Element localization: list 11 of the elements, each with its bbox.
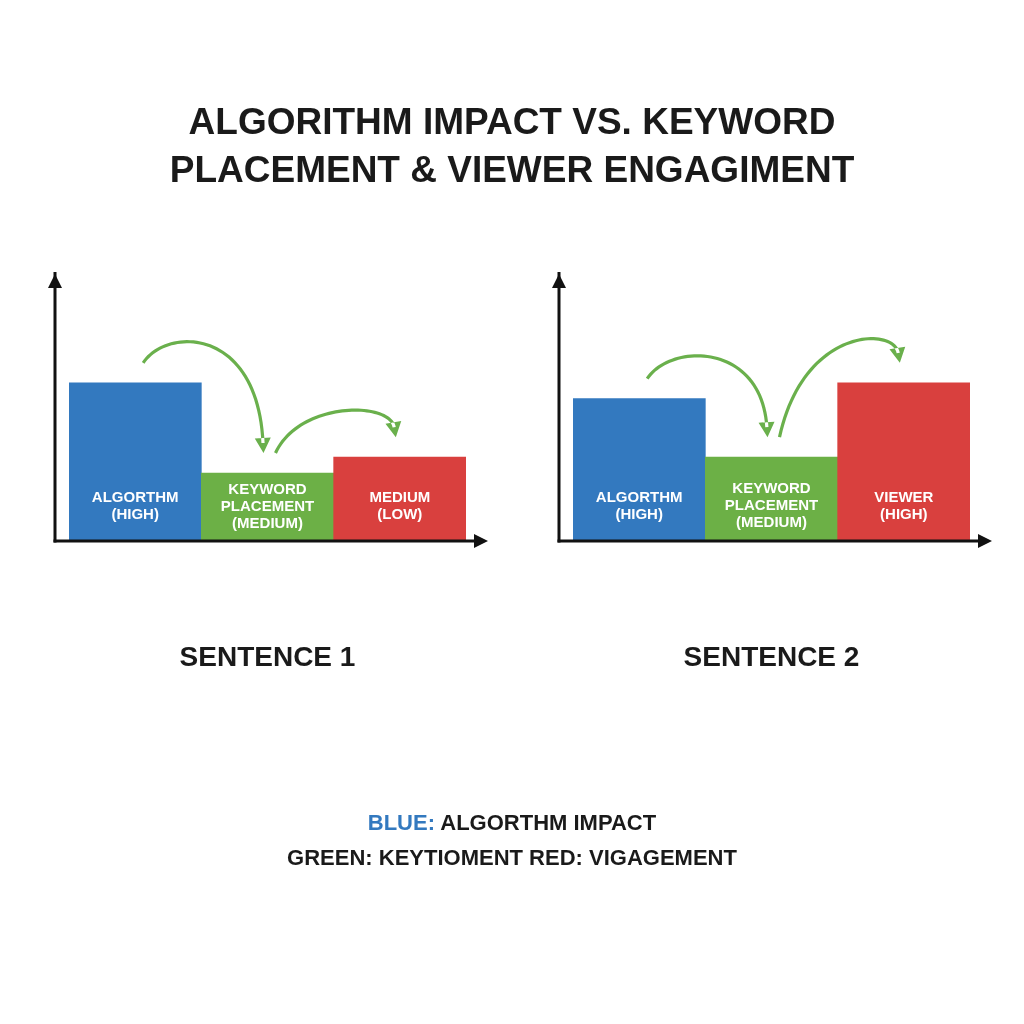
x-tick-label: MEDIUM (LOW) [369, 487, 431, 522]
x-tick-label: KEYWORD PLACEMENT (MEDIUM) [220, 480, 315, 532]
x-tick-label: ALGORTHM (HIGH) [91, 487, 179, 522]
chart-title: ALGORITHM IMPACT VS. KEYWORD PLACEMENT & VIEWER ENGAGIMENT [168, 100, 856, 192]
text: GREEN: KEYTIOMENT RED: VIGAGEMENT [286, 844, 738, 872]
x-tick-label: KEYWORD PLACEMENT (MEDIUM) [724, 479, 819, 531]
text: BLUE: ALGORTHM IMPACT [367, 810, 657, 835]
x-axis-title: SENTENCE 1 [178, 641, 357, 673]
x-tick-label: ALGORTHM (HIGH) [595, 487, 683, 522]
x-tick-label: VIEWER (HIGH) [874, 487, 934, 522]
x-axis-title: SENTENCE 2 [682, 641, 861, 673]
